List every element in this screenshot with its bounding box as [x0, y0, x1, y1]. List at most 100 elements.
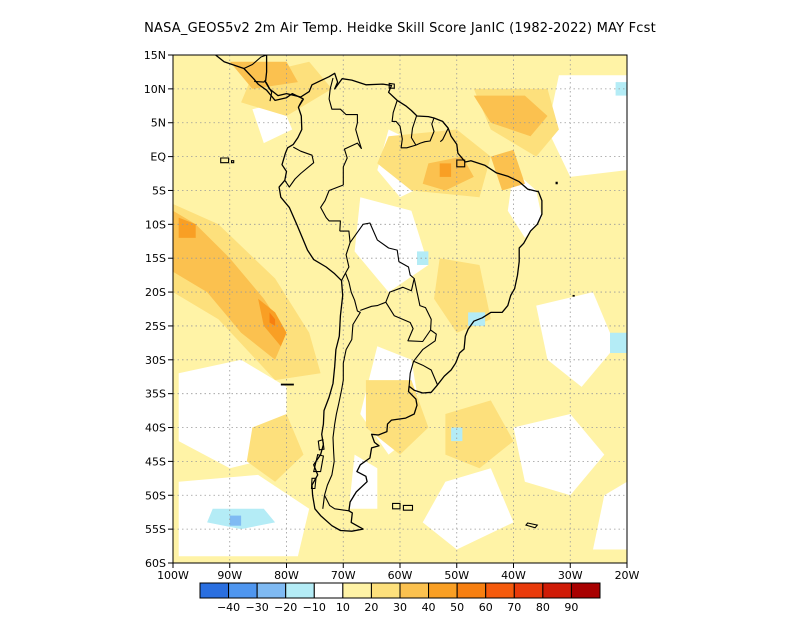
- border-2: [243, 55, 267, 69]
- lon-label-5: 50W: [444, 569, 469, 582]
- lat-label-13: 50S: [145, 489, 166, 502]
- lon-label-4: 60W: [388, 569, 413, 582]
- shade-1-6: [507, 170, 542, 238]
- colorbar-swatch-8: [428, 582, 458, 599]
- map-title: NASA_GEOS5v2 2m Air Temp. Heidke Skill S…: [144, 21, 656, 36]
- colorbar: −40 −30 −20 −10 10 20 30 40 50 60 70 80 90: [199, 582, 601, 614]
- lon-label-6: 40W: [501, 569, 526, 582]
- border-13: [391, 100, 435, 149]
- coastline-0: [215, 55, 304, 102]
- lat-lon-grid: [173, 55, 627, 563]
- island-7: [317, 438, 325, 451]
- shade-5-0: [269, 312, 276, 326]
- lon-label-3: 70W: [331, 569, 356, 582]
- lat-label-1: 10N: [144, 83, 166, 96]
- colorbar-swatch-10: [485, 582, 515, 599]
- island-6: [280, 383, 294, 386]
- colorbar-label-4: 10: [336, 601, 350, 614]
- colorbar-swatch-2: [256, 582, 287, 599]
- lat-label-14: 55S: [145, 523, 166, 536]
- border-6: [320, 184, 344, 232]
- lat-label-5: 10S: [145, 218, 166, 231]
- lon-label-8: 20W: [615, 569, 640, 582]
- colorbar-label-3: −10: [303, 601, 326, 614]
- shade-1-3: [354, 197, 429, 293]
- island-8: [313, 453, 325, 473]
- colorbar-swatch-5: [342, 582, 372, 599]
- colorbar-label-9: 60: [479, 601, 493, 614]
- lat-label-4: 5S: [152, 184, 166, 197]
- lat-label-0: 15N: [144, 49, 166, 62]
- border-16: [322, 495, 326, 509]
- border-15: [439, 121, 449, 143]
- island-10: [555, 181, 558, 185]
- shade-1-7: [547, 75, 627, 177]
- colorbar-swatch-13: [570, 582, 601, 599]
- border-8: [323, 272, 361, 512]
- colorbar-swatch-11: [513, 582, 544, 599]
- shade-6-1: [615, 82, 627, 96]
- lat-label-2: 5N: [151, 117, 166, 130]
- border-3: [298, 99, 303, 107]
- island-9: [310, 477, 317, 490]
- lat-label-7: 20S: [145, 286, 166, 299]
- shade-1-11: [593, 481, 627, 550]
- lon-label-1: 90W: [217, 569, 242, 582]
- island-11: [572, 294, 575, 297]
- island-1: [402, 504, 414, 511]
- colorbar-swatch-0: [199, 582, 230, 599]
- border-14: [410, 115, 418, 146]
- shade-6-3: [468, 312, 486, 326]
- lon-label-0: 100W: [157, 569, 189, 582]
- shade-7-0: [229, 515, 242, 526]
- skill-shading: [173, 55, 627, 563]
- border-12: [408, 361, 415, 387]
- shade-2-4: [365, 380, 429, 455]
- shade-3-3: [229, 61, 298, 89]
- colorbar-swatch-4: [313, 582, 344, 599]
- island-2: [392, 502, 401, 510]
- colorbar-swatch-7: [399, 582, 430, 599]
- lat-label-3: EQ: [150, 151, 166, 164]
- colorbar-swatch-3: [285, 582, 315, 599]
- axis-ticks: 15N 10N 5N EQ 5S 10S 15S 20S 25S 30S 35S 40S 45S 50S 5…: [144, 49, 640, 582]
- shade-2-6: [445, 400, 514, 469]
- coastline-1: [264, 55, 543, 532]
- colorbar-label-2: −20: [274, 601, 297, 614]
- lat-label-8: 25S: [145, 320, 166, 333]
- shade-1-5: [348, 454, 378, 509]
- lat-label-12: 45S: [145, 455, 166, 468]
- colorbar-label-10: 70: [507, 601, 521, 614]
- island-12: [456, 159, 466, 168]
- colorbar-label-6: 30: [393, 601, 407, 614]
- lat-label-10: 35S: [145, 388, 166, 401]
- colorbar-swatch-1: [228, 582, 258, 599]
- lat-label-11: 40S: [145, 422, 166, 435]
- shade-1-10: [422, 468, 514, 550]
- island-0: [388, 82, 395, 89]
- colorbar-swatch-9: [456, 582, 487, 599]
- border-5: [284, 146, 315, 188]
- lat-label-6: 15S: [145, 252, 166, 265]
- colorbar-label-7: 40: [422, 601, 436, 614]
- shade-1-9: [513, 414, 605, 496]
- border-11: [413, 278, 439, 386]
- shade-3-1: [473, 95, 548, 137]
- colorbar-label-1: −30: [246, 601, 269, 614]
- colorbar-swatch-6: [370, 582, 401, 599]
- shade-6-2: [610, 332, 627, 353]
- lon-label-7: 30W: [558, 569, 583, 582]
- island-5: [230, 160, 235, 164]
- colorbar-label-5: 20: [364, 601, 378, 614]
- shade-6-5: [417, 251, 429, 265]
- lat-label-9: 30S: [145, 354, 166, 367]
- coastlines-borders: [215, 55, 575, 532]
- shade-1-8: [536, 292, 616, 387]
- colorbar-label-11: 80: [536, 601, 550, 614]
- colorbar-label-12: 90: [564, 601, 578, 614]
- lat-label-15: 60S: [145, 557, 166, 570]
- island-4: [220, 157, 230, 164]
- border-0: [265, 81, 273, 102]
- island-3: [525, 522, 539, 529]
